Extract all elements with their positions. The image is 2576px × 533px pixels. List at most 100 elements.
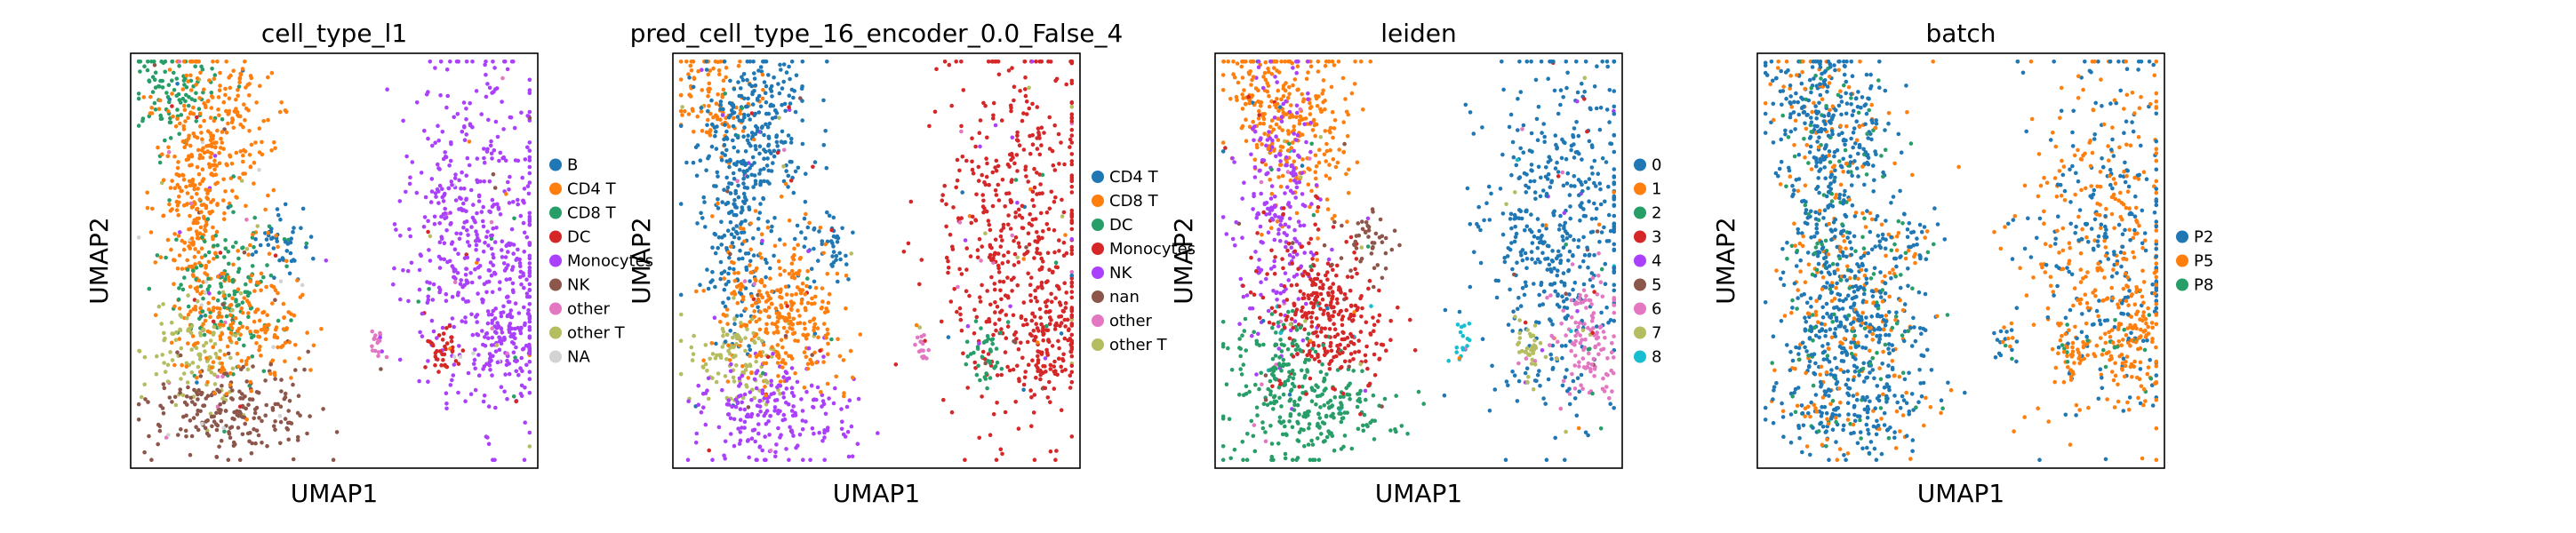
scatter-point (229, 325, 235, 330)
scatter-point (797, 314, 802, 318)
scatter-point (223, 238, 228, 243)
scatter-point (699, 410, 704, 415)
scatter-point (1247, 100, 1252, 106)
scatter-point (164, 255, 168, 260)
scatter-point (1032, 393, 1037, 397)
scatter-point (180, 287, 186, 292)
scatter-point (178, 121, 182, 126)
scatter-point (1334, 273, 1339, 278)
scatter-point (1020, 203, 1025, 209)
scatter-point (687, 76, 692, 80)
scatter-point (831, 244, 836, 249)
scatter-point (254, 100, 259, 105)
scatter-point (775, 320, 780, 324)
scatter-point (224, 162, 228, 167)
scatter-point (268, 371, 273, 377)
scatter-point (1305, 368, 1309, 372)
scatter-point (1321, 88, 1325, 93)
scatter-point (1231, 60, 1236, 64)
scatter-point (1259, 370, 1263, 376)
scatter-point (476, 353, 481, 357)
scatter-point (443, 216, 447, 221)
scatter-point (755, 403, 760, 409)
scatter-point (244, 282, 248, 287)
scatter-point (763, 258, 768, 262)
scatter-point (787, 314, 792, 320)
scatter-point (1377, 313, 1382, 318)
scatter-point (453, 172, 458, 177)
scatter-point (1059, 331, 1064, 336)
scatter-point (707, 104, 711, 108)
scatter-point (1059, 314, 1064, 319)
scatter-point (1323, 129, 1328, 133)
scatter-point (436, 357, 440, 362)
scatter-point (165, 237, 171, 243)
scatter-point (1069, 100, 1075, 106)
scatter-point (796, 308, 800, 313)
scatter-point (1277, 395, 1282, 401)
scatter-point (494, 225, 499, 230)
scatter-point (498, 338, 503, 344)
scatter-point (204, 105, 208, 109)
scatter-point (1283, 112, 1287, 116)
scatter-point (816, 335, 820, 340)
scatter-point (1052, 371, 1058, 377)
scatter-point (825, 327, 830, 332)
scatter-point (1315, 209, 1320, 214)
scatter-point (521, 198, 525, 203)
scatter-point (423, 195, 428, 200)
scatter-point (1300, 338, 1306, 343)
scatter-point (1269, 306, 1275, 311)
scatter-point (1353, 60, 1357, 64)
scatter-point (1005, 259, 1011, 265)
scatter-point (507, 187, 511, 192)
scatter-point (992, 252, 996, 258)
scatter-point (1286, 242, 1292, 246)
scatter-point (319, 327, 324, 331)
scatter-point (501, 127, 506, 131)
scatter-point (1293, 312, 1298, 317)
scatter-point (230, 388, 235, 393)
scatter-point (678, 60, 684, 64)
scatter-point (195, 235, 200, 241)
scatter-point (789, 292, 795, 298)
scatter-point (220, 396, 225, 402)
scatter-point (1272, 264, 1276, 269)
scatter-point (278, 404, 284, 410)
scatter-point (426, 298, 431, 302)
scatter-point (837, 251, 842, 256)
scatter-point (1252, 330, 1256, 335)
scatter-point (779, 68, 783, 72)
scatter-point (748, 247, 753, 252)
scatter-point (1274, 134, 1278, 139)
scatter-point (193, 64, 197, 69)
scatter-point (196, 60, 201, 64)
scatter-point (420, 334, 425, 338)
legend-label: NK (567, 276, 590, 295)
scatter-point (196, 298, 200, 304)
scatter-point (789, 268, 795, 274)
scatter-point (1041, 363, 1045, 369)
scatter-point (1328, 147, 1332, 153)
scatter-point (191, 343, 196, 347)
scatter-point (212, 76, 217, 82)
scatter-point (204, 144, 209, 148)
scatter-point (1290, 381, 1295, 386)
scatter-point (212, 391, 217, 395)
scatter-point (508, 276, 512, 282)
scatter-point (204, 359, 210, 363)
scatter-point (220, 384, 224, 388)
scatter-point (917, 282, 922, 287)
scatter-point (840, 419, 844, 425)
scatter-point (1035, 240, 1040, 244)
scatter-point (232, 289, 237, 294)
scatter-point (1034, 322, 1038, 327)
scatter-point (192, 134, 197, 139)
scatter-point (233, 442, 237, 447)
scatter-point (271, 246, 276, 251)
scatter-point (1308, 64, 1314, 69)
scatter-point (518, 269, 524, 274)
scatter-point (704, 60, 708, 64)
scatter-point (429, 177, 435, 181)
scatter-point (850, 375, 855, 380)
